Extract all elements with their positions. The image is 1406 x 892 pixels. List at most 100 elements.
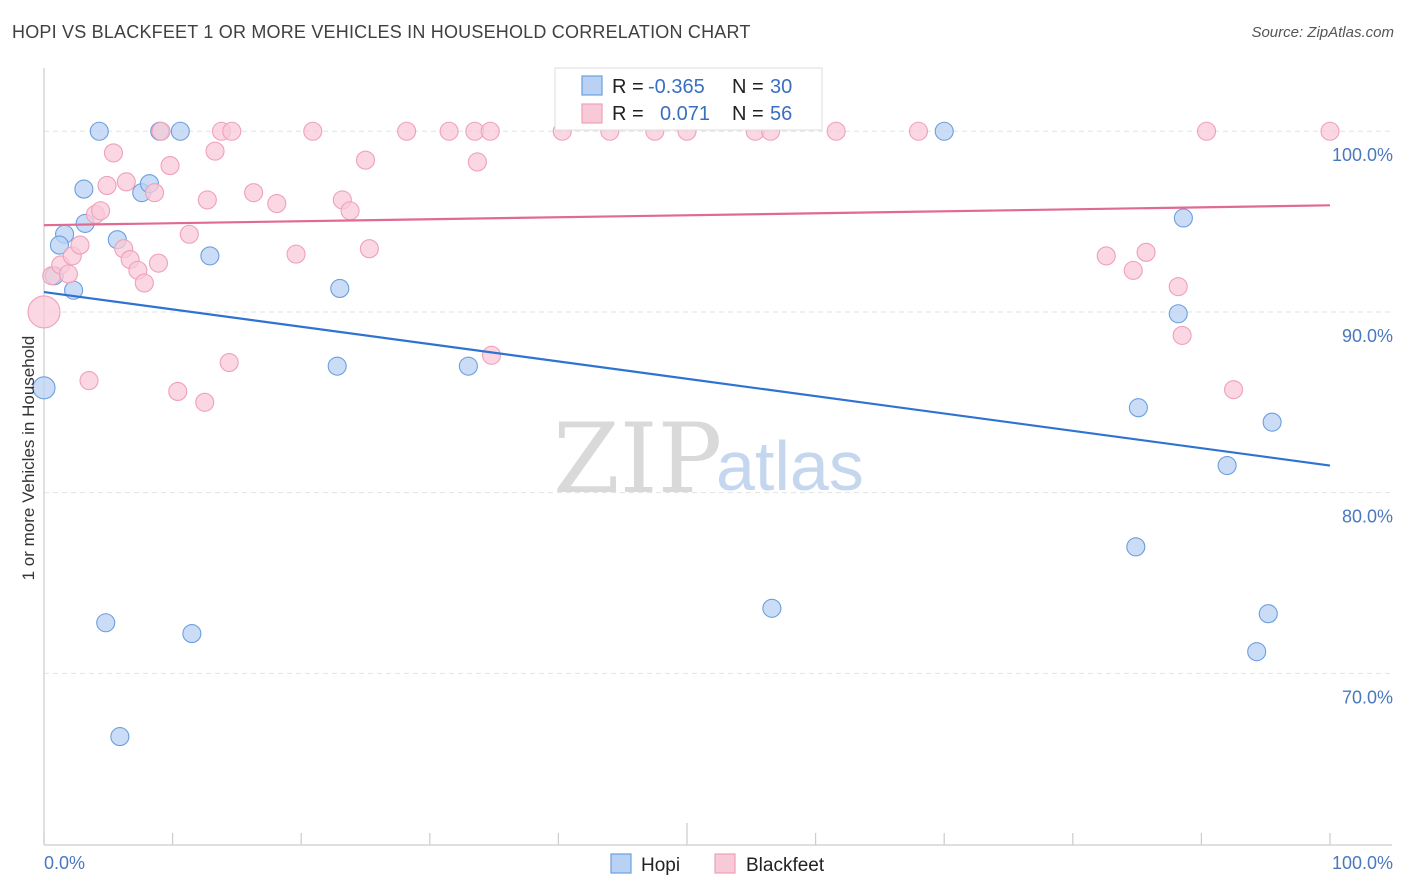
bottom-legend-label-hopi: Hopi xyxy=(641,855,680,876)
hopi-point xyxy=(200,246,220,266)
legend-n-label-hopi: N = xyxy=(732,76,764,98)
hopi-point xyxy=(458,356,478,376)
y-tick-label: 70.0% xyxy=(1342,687,1393,707)
blackfeet-point xyxy=(148,253,169,273)
legend-swatch-blackfeet xyxy=(581,103,603,124)
blackfeet-point xyxy=(355,150,376,170)
blackfeet-point xyxy=(467,152,487,172)
blackfeet-point xyxy=(244,183,264,203)
hopi-point xyxy=(1247,642,1267,662)
blackfeet-point xyxy=(151,121,171,141)
hopi-point xyxy=(327,356,347,376)
trend-lines xyxy=(43,204,1331,467)
y-tick-label: 100.0% xyxy=(1332,145,1393,165)
blackfeet-point xyxy=(195,392,215,412)
blackfeet-point xyxy=(1123,260,1143,280)
hopi-point xyxy=(89,121,109,141)
blackfeet-point xyxy=(1224,380,1244,400)
legend-r-label-blackfeet: R = xyxy=(612,103,644,125)
blackfeet-point xyxy=(286,244,306,264)
blackfeet-point xyxy=(222,121,242,141)
blackfeet-point xyxy=(1168,277,1188,297)
blackfeet-point xyxy=(70,235,90,255)
hopi-point xyxy=(74,179,94,199)
trend-line-hopi xyxy=(43,290,1331,467)
blackfeet-point xyxy=(340,201,360,221)
hopi-point xyxy=(1128,398,1148,418)
bottom-legend: Hopi Blackfeet xyxy=(610,853,825,876)
blackfeet-point xyxy=(27,295,61,329)
legend-r-label-hopi: R = xyxy=(612,76,644,98)
blackfeet-point xyxy=(179,224,199,244)
blackfeet-point xyxy=(145,183,165,203)
blackfeet-point xyxy=(908,121,929,141)
legend-r-value-hopi: -0.365 xyxy=(648,76,705,98)
hopi-point xyxy=(762,598,782,618)
blackfeet-point xyxy=(134,273,154,293)
tick-labels: 100.0% 90.0% 80.0% 70.0% 0.0% 100.0% xyxy=(44,145,1393,873)
blackfeet-point xyxy=(91,201,111,221)
blackfeet-point xyxy=(79,371,99,391)
watermark-atlas: atlas xyxy=(716,427,864,505)
hopi-point xyxy=(32,376,56,400)
blackfeet-point xyxy=(205,141,225,161)
hopi-point xyxy=(934,121,954,141)
blackfeet-point xyxy=(1196,121,1217,141)
blackfeet-point xyxy=(303,121,323,141)
blackfeet-point xyxy=(826,121,846,141)
data-points xyxy=(27,121,1340,747)
legend-r-value-blackfeet: 0.071 xyxy=(660,103,710,125)
bottom-legend-label-blackfeet: Blackfeet xyxy=(746,855,825,876)
hopi-point xyxy=(96,613,116,633)
hopi-point xyxy=(1173,208,1193,228)
blackfeet-point xyxy=(103,143,123,163)
legend-box: R = -0.365 N = 30 R = 0.071 N = 56 xyxy=(554,67,823,131)
hopi-point xyxy=(1217,455,1237,476)
legend-n-value-blackfeet: 56 xyxy=(770,103,792,125)
source-credit: Source: ZipAtlas.com xyxy=(1251,24,1394,41)
hopi-point xyxy=(49,235,69,255)
blackfeet-point xyxy=(397,121,417,141)
legend-swatch-hopi xyxy=(581,75,603,96)
blackfeet-point xyxy=(219,352,239,373)
y-tick-label: 80.0% xyxy=(1342,507,1393,527)
hopi-point xyxy=(1258,604,1278,624)
blackfeet-point xyxy=(58,264,78,284)
y-axis-label: 1 or more Vehicles in Household xyxy=(19,336,38,581)
legend-n-label-blackfeet: N = xyxy=(732,103,764,125)
hopi-point xyxy=(1168,304,1188,324)
chart-title: HOPI VS BLACKFEET 1 OR MORE VEHICLES IN … xyxy=(12,22,751,42)
hopi-point xyxy=(1262,412,1282,432)
blackfeet-point xyxy=(481,345,502,365)
bottom-legend-swatch-blackfeet xyxy=(714,853,736,874)
blackfeet-point xyxy=(197,190,217,210)
watermark-zip: ZIP xyxy=(553,403,722,515)
y-tick-label: 90.0% xyxy=(1342,326,1393,346)
watermark: ZIP atlas xyxy=(553,403,864,515)
series-blackfeet xyxy=(27,121,1340,412)
blackfeet-point xyxy=(116,172,136,192)
blackfeet-point xyxy=(1136,242,1156,262)
bottom-legend-swatch-hopi xyxy=(610,853,632,874)
x-tick-label-left: 0.0% xyxy=(44,853,85,873)
hopi-point xyxy=(182,624,202,644)
x-tick-label-right: 100.0% xyxy=(1332,853,1393,873)
blackfeet-point xyxy=(267,193,287,214)
hopi-point xyxy=(110,727,130,747)
blackfeet-point xyxy=(1320,121,1340,141)
hopi-point xyxy=(330,278,350,299)
blackfeet-point xyxy=(439,121,459,141)
blackfeet-point xyxy=(359,239,379,259)
blackfeet-point xyxy=(160,156,180,176)
trend-line-blackfeet xyxy=(43,204,1331,227)
axes xyxy=(43,68,1392,846)
blackfeet-point xyxy=(97,175,117,196)
blackfeet-point xyxy=(1096,246,1116,266)
blackfeet-point xyxy=(480,121,500,141)
hopi-point xyxy=(170,121,190,141)
blackfeet-point xyxy=(168,381,188,401)
legend-n-value-hopi: 30 xyxy=(770,76,792,98)
blackfeet-point xyxy=(1172,325,1192,345)
hopi-point xyxy=(1126,537,1146,557)
